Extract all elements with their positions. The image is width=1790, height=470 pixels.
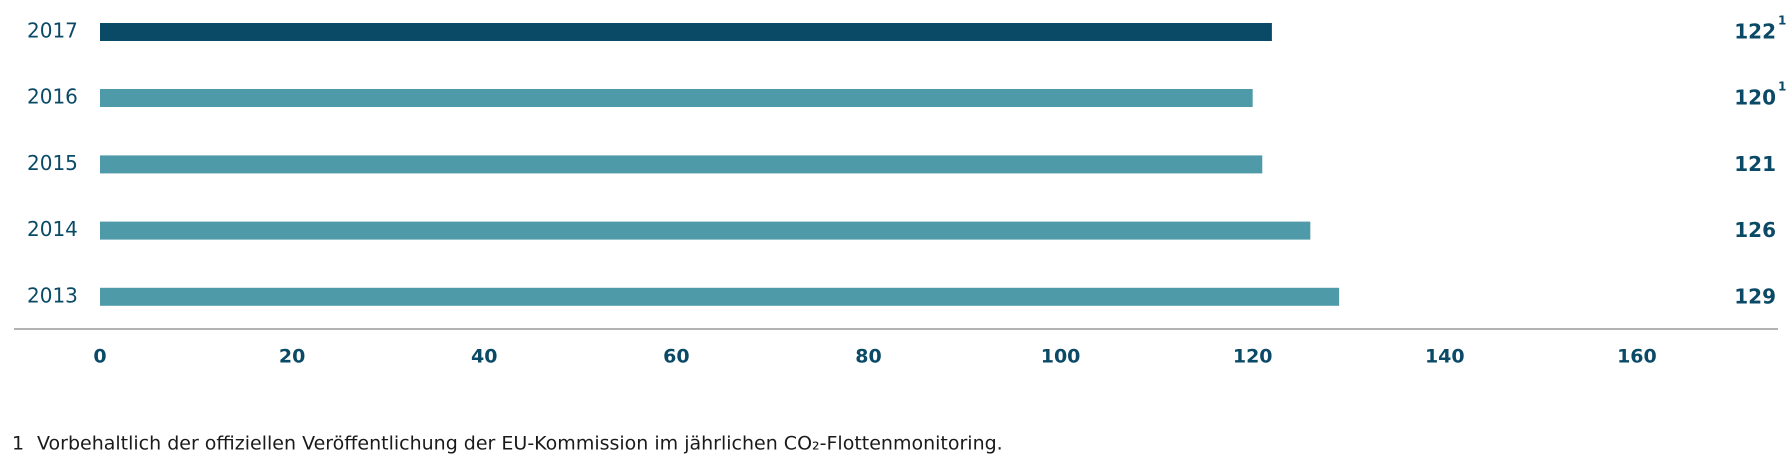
y-tick-label: 2016 xyxy=(27,85,78,109)
y-tick-label: 2014 xyxy=(27,217,78,241)
value-label: 126 xyxy=(1734,218,1776,242)
value-label: 120 xyxy=(1734,86,1776,110)
value-label: 122 xyxy=(1734,20,1776,44)
x-tick-label: 160 xyxy=(1617,346,1657,368)
x-tick-label: 0 xyxy=(93,346,106,368)
y-tick-label: 2013 xyxy=(27,283,78,307)
footnote-text: Vorbehaltlich der offiziellen Veröffentl… xyxy=(37,433,1003,455)
value-label: 121 xyxy=(1734,152,1776,176)
x-tick-label: 140 xyxy=(1425,346,1465,368)
x-tick-label: 40 xyxy=(471,346,497,368)
x-tick-label: 80 xyxy=(855,346,881,368)
x-tick-label: 100 xyxy=(1041,346,1081,368)
bar xyxy=(100,23,1272,41)
bar xyxy=(100,287,1340,306)
y-tick-label: 2017 xyxy=(27,19,78,43)
bar xyxy=(100,89,1253,107)
footnote-ref: 1 xyxy=(1778,14,1786,28)
value-label: 129 xyxy=(1734,284,1776,308)
x-tick-label: 60 xyxy=(663,346,689,368)
footnote-ref: 1 xyxy=(1778,80,1786,94)
x-tick-label: 20 xyxy=(279,346,305,368)
y-tick-label: 2015 xyxy=(27,151,78,175)
bar xyxy=(100,155,1263,174)
x-tick-label: 120 xyxy=(1233,346,1273,368)
bar xyxy=(100,221,1311,240)
footnote-mark: 1 xyxy=(12,433,24,455)
